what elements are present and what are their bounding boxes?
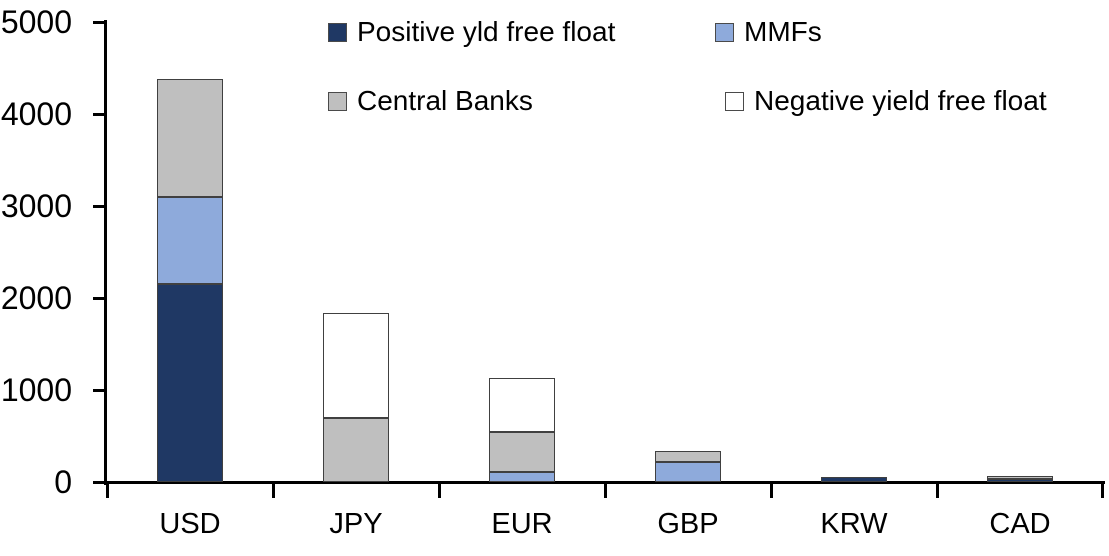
legend-swatch-positive-yld-free-float <box>328 22 347 42</box>
x-axis-category-label: EUR <box>491 508 553 540</box>
legend-swatch-negative-yield-free-float <box>725 91 744 111</box>
bar-segment-krw-positive-yld-free-float <box>821 477 887 482</box>
x-axis-category-label: CAD <box>989 508 1051 540</box>
x-axis-tick <box>604 482 607 498</box>
y-axis-tick-label: 3000 <box>0 188 72 224</box>
legend-label: MMFs <box>744 16 822 47</box>
y-axis-tick-label: 1000 <box>0 372 72 408</box>
legend-label: Negative yield free float <box>754 85 1047 116</box>
y-axis-tick <box>93 21 107 24</box>
legend-item-negative-yield-free-float: Negative yield free float <box>725 84 1047 118</box>
y-axis-tick <box>93 389 107 392</box>
y-axis-tick <box>93 297 107 300</box>
bar-segment-jpy-central-banks <box>323 417 389 482</box>
y-axis-tick-label: 2000 <box>0 280 72 316</box>
y-axis-tick-label: 5000 <box>0 4 72 40</box>
x-axis-category-label: GBP <box>657 508 719 540</box>
y-axis-line <box>104 20 107 485</box>
x-axis-tick <box>1101 482 1104 498</box>
bar-segment-gbp-mmfs <box>655 461 721 482</box>
bar-segment-eur-central-banks <box>489 432 555 472</box>
legend-item-central-banks: Central Banks <box>328 84 533 118</box>
bar-segment-eur-negative-yield-free-float <box>489 378 555 433</box>
x-axis-category-label: JPY <box>329 508 383 540</box>
y-axis-tick-label: 4000 <box>0 96 72 132</box>
y-axis-tick <box>93 205 107 208</box>
legend-swatch-central-banks <box>328 91 347 111</box>
bar-segment-cad-central-banks <box>987 476 1053 480</box>
x-axis-tick <box>438 482 441 498</box>
legend-label: Central Banks <box>357 85 533 116</box>
x-axis-tick <box>272 482 275 498</box>
bar-segment-usd-central-banks <box>157 79 223 197</box>
legend-item-positive-yld-free-float: Positive yld free float <box>328 15 615 49</box>
x-axis-tick <box>936 482 939 498</box>
bar-segment-cad-positive-yld-free-float <box>987 479 1053 483</box>
bar-segment-jpy-negative-yield-free-float <box>323 312 389 418</box>
legend-swatch-mmfs <box>715 22 734 42</box>
x-axis-category-label: USD <box>159 508 221 540</box>
x-axis-tick <box>770 482 773 498</box>
legend-item-mmfs: MMFs <box>715 15 822 49</box>
legend-label: Positive yld free float <box>357 16 616 47</box>
x-axis-category-label: KRW <box>820 508 888 540</box>
bar-segment-eur-mmfs <box>489 471 555 482</box>
y-axis-tick-label: 0 <box>54 464 72 500</box>
y-axis-tick <box>93 113 107 116</box>
bar-segment-usd-mmfs <box>157 196 223 285</box>
x-axis-tick <box>106 482 109 498</box>
bar-segment-gbp-central-banks <box>655 451 721 462</box>
y-axis-tick <box>93 481 107 484</box>
bar-segment-usd-positive-yld-free-float <box>157 284 223 482</box>
